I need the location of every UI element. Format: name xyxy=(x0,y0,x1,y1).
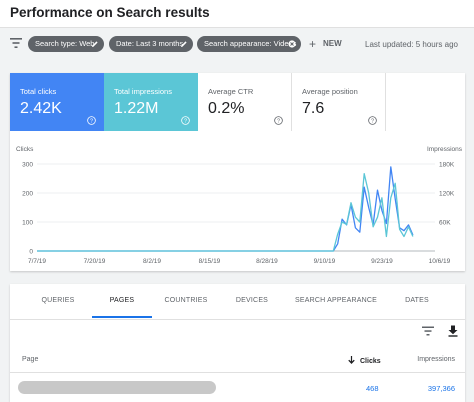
metric-total-impressions[interactable]: Total impressions 1.22M ? xyxy=(104,73,198,131)
left-tick-label: 200 xyxy=(22,190,33,197)
filter-chip-search-appearance[interactable]: Search appearance: Videos xyxy=(197,36,301,52)
column-header-clicks[interactable]: Clicks xyxy=(348,356,381,365)
tab-devices[interactable]: DEVICES xyxy=(235,297,269,304)
table-cell-clicks: 468 xyxy=(366,384,379,393)
metric-label: Total impressions xyxy=(114,87,172,96)
new-filter-label: NEW xyxy=(323,39,342,48)
metric-label: Average CTR xyxy=(208,87,254,96)
x-tick-label: 10/6/19 xyxy=(429,258,451,265)
plus-icon: + xyxy=(309,37,317,51)
metric-value: 2.42K xyxy=(20,100,62,117)
new-filter-button[interactable]: + NEW xyxy=(309,37,342,51)
filter-chip-search-type[interactable]: Search type: Web xyxy=(28,36,104,52)
filter-chip-label: Search type: Web xyxy=(35,39,95,48)
report-card: QUERIES PAGES COUNTRIES DEVICES SEARCH A… xyxy=(10,284,465,402)
metric-total-clicks[interactable]: Total clicks 2.42K ? xyxy=(10,73,104,131)
metric-value: 1.22M xyxy=(114,100,159,117)
sort-arrow-down-icon xyxy=(348,356,355,364)
metric-value: 0.2% xyxy=(208,100,245,117)
column-header-impressions[interactable]: Impressions xyxy=(417,356,455,363)
performance-card: Total clicks 2.42K ? Total impressions 1… xyxy=(10,73,465,271)
tab-countries[interactable]: COUNTRIES xyxy=(164,297,208,304)
metric-label: Average position xyxy=(302,87,358,96)
help-icon[interactable]: ? xyxy=(181,116,190,125)
right-tick-label: 180K xyxy=(439,161,455,168)
metric-label: Total clicks xyxy=(20,87,57,96)
edit-icon[interactable] xyxy=(180,40,188,48)
close-icon[interactable] xyxy=(288,40,296,48)
right-axis-label: Impressions xyxy=(427,146,463,153)
x-tick-label: 7/20/19 xyxy=(84,258,106,265)
svg-text:?: ? xyxy=(277,119,280,125)
filter-chip-date[interactable]: Date: Last 3 months xyxy=(109,36,193,52)
right-tick-label: 60K xyxy=(439,219,451,226)
divider xyxy=(10,319,465,320)
x-tick-label: 9/10/19 xyxy=(314,258,336,265)
metric-average-position[interactable]: Average position 7.6 ? xyxy=(292,73,386,131)
x-tick-label: 8/2/19 xyxy=(143,258,161,265)
series-line-impressions xyxy=(37,173,414,252)
tab-queries[interactable]: QUERIES xyxy=(41,297,75,304)
help-icon[interactable]: ? xyxy=(87,116,96,125)
redacted-page-url[interactable] xyxy=(18,381,216,394)
performance-chart[interactable]: Clicks Impressions 300 180K 200 120K 100 60K 0… xyxy=(10,139,465,271)
download-icon[interactable] xyxy=(447,325,459,337)
metric-value: 7.6 xyxy=(302,100,325,117)
divider xyxy=(10,372,465,373)
right-tick-label: 120K xyxy=(439,190,455,197)
left-tick-label: 0 xyxy=(29,248,33,255)
left-axis-label: Clicks xyxy=(16,146,34,153)
column-header-page[interactable]: Page xyxy=(22,356,39,363)
svg-text:?: ? xyxy=(90,119,93,125)
edit-icon[interactable] xyxy=(91,40,99,48)
x-tick-label: 8/28/19 xyxy=(256,258,278,265)
metric-average-ctr[interactable]: Average CTR 0.2% ? xyxy=(198,73,292,131)
filter-bar: Search type: Web Date: Last 3 months Sea… xyxy=(0,28,474,60)
x-tick-label: 8/15/19 xyxy=(199,258,221,265)
help-icon[interactable]: ? xyxy=(368,116,377,125)
left-tick-label: 300 xyxy=(22,161,33,168)
table-cell-impressions: 397,366 xyxy=(427,384,455,393)
tab-search-appearance[interactable]: SEARCH APPEARANCE xyxy=(295,297,377,304)
tab-pages[interactable]: PAGES xyxy=(92,284,152,318)
filter-icon[interactable] xyxy=(10,38,22,48)
series-line-clicks xyxy=(37,166,414,252)
page-title: Performance on Search results xyxy=(10,5,210,20)
svg-text:?: ? xyxy=(184,119,187,125)
column-header-clicks-label: Clicks xyxy=(360,358,381,365)
svg-text:?: ? xyxy=(371,119,374,125)
top-bar: Performance on Search results xyxy=(0,0,474,28)
left-tick-label: 100 xyxy=(22,219,33,226)
filter-chip-label: Date: Last 3 months xyxy=(116,39,184,48)
tab-dates[interactable]: DATES xyxy=(405,297,429,304)
x-tick-label: 9/23/19 xyxy=(371,258,393,265)
help-icon[interactable]: ? xyxy=(274,116,283,125)
last-updated: Last updated: 5 hours ago xyxy=(365,40,458,49)
x-tick-label: 7/7/19 xyxy=(28,258,46,265)
filter-chip-label: Search appearance: Videos xyxy=(204,39,297,48)
table-filter-icon[interactable] xyxy=(422,325,434,337)
